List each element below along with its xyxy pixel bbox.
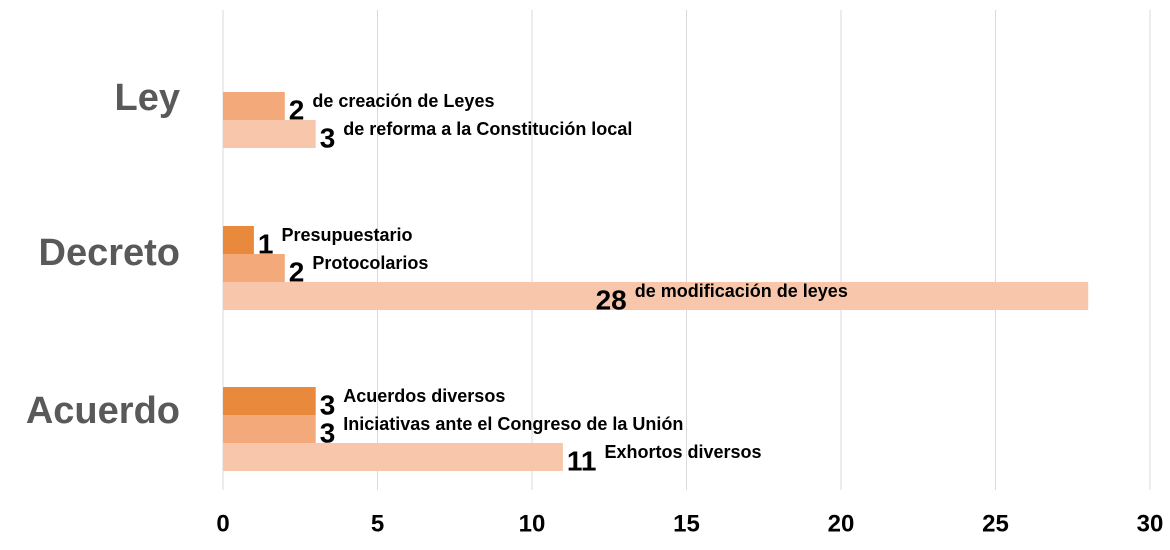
x-tick-label: 10 [519,510,546,537]
value-label: 28 [596,284,627,315]
value-label: 11 [567,445,597,476]
bar-description: Protocolarios [312,253,428,273]
value-label: 3 [320,122,336,153]
x-tick-label: 15 [673,510,700,537]
value-label: 2 [289,94,305,125]
group-label: Acuerdo [26,390,180,432]
bar [223,387,316,415]
value-label: 1 [258,228,274,259]
group-label: Ley [115,77,180,119]
bar [223,226,254,254]
bar-description: Acuerdos diversos [343,386,505,406]
bar-description: Exhortos diversos [605,442,762,462]
bar-description: de modificación de leyes [635,281,848,301]
value-label: 2 [289,256,305,287]
bar [223,282,1089,310]
group-label: Decreto [39,232,181,274]
bar-description: de creación de Leyes [312,91,494,111]
x-tick-label: 0 [216,510,229,537]
x-tick-label: 25 [982,510,1009,537]
value-label: 3 [320,417,336,448]
bar-description: Presupuestario [281,225,412,245]
bar [223,443,563,471]
x-tick-label: 5 [371,510,384,537]
bar [223,254,285,282]
bar [223,415,316,443]
value-label: 3 [320,389,336,420]
bar [223,120,316,148]
bar-description: Iniciativas ante el Congreso de la Unión [343,414,683,434]
x-tick-label: 20 [828,510,855,537]
bar [223,92,285,120]
bar-description: de reforma a la Constitución local [343,119,632,139]
x-tick-label: 30 [1137,510,1164,537]
